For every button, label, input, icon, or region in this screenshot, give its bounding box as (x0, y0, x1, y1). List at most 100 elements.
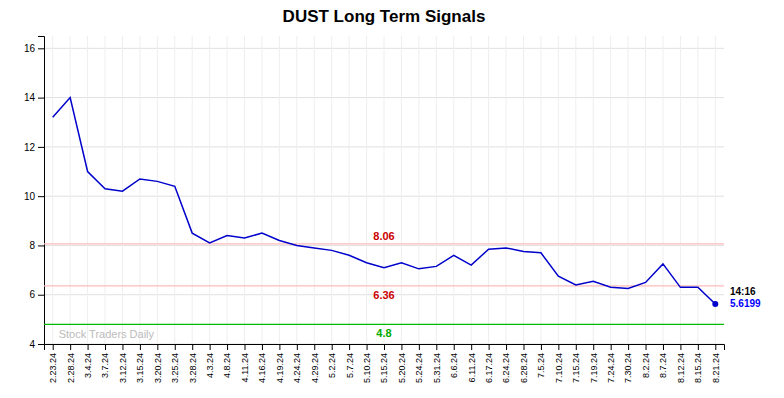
tick-label: 5.7.24 (345, 353, 355, 378)
tick-mark (715, 344, 716, 350)
tick: 3.28.24 (188, 344, 198, 383)
tick: 8.21.24 (711, 344, 721, 383)
tick-mark (38, 48, 44, 49)
line (53, 98, 716, 304)
grid-line (87, 36, 88, 344)
tick-label: 7.24.24 (606, 353, 616, 383)
tick-label: 7.10.24 (554, 353, 564, 383)
axis-line (38, 37, 45, 345)
tick-mark (192, 344, 193, 350)
chart: 468101214162.23.242.28.243.4.243.7.243.1… (0, 0, 784, 398)
tick-mark (53, 344, 54, 350)
tick-label: 6 (29, 289, 35, 300)
tick: 16 (24, 43, 44, 54)
grid-line (697, 36, 698, 344)
tick-label: 6.24.24 (501, 353, 511, 383)
grid-line (418, 36, 419, 344)
tick: 5.7.24 (345, 344, 355, 378)
grid-line (506, 36, 507, 344)
tick-mark (157, 344, 158, 350)
grid-line (279, 36, 280, 344)
reference-line (44, 285, 724, 286)
grid-line (349, 36, 350, 344)
grid-line (401, 36, 402, 344)
tick-label: 4.11.24 (240, 353, 250, 382)
grid-line (227, 36, 228, 344)
grid-line (471, 36, 472, 344)
grid-line (488, 36, 489, 344)
grid-line (314, 36, 315, 344)
tick-label: 3.15.24 (135, 353, 145, 383)
tick-mark (175, 344, 176, 350)
tick: 7.5.24 (536, 344, 546, 378)
tick-label: 12 (24, 142, 36, 153)
tick-label: 5.31.24 (432, 353, 442, 383)
tick: 3.7.24 (100, 344, 110, 378)
grid-line (244, 36, 245, 344)
tick-mark (698, 344, 699, 350)
tick: 7.24.24 (606, 344, 616, 383)
reference-label: 8.06 (373, 230, 394, 242)
tick-label: 8.7.24 (658, 353, 668, 378)
tick-mark (210, 344, 211, 350)
tick: 8.7.24 (658, 344, 668, 378)
tick-label: 4.29.24 (310, 353, 320, 383)
tick: 4 (29, 339, 44, 350)
tick: 2.23.24 (48, 344, 58, 383)
tick: 5.2.24 (327, 344, 337, 378)
tick: 6.6.24 (449, 344, 459, 378)
title: DUST Long Term Signals (283, 7, 486, 26)
tick-label: 7.15.24 (571, 353, 581, 383)
tick-mark (38, 344, 44, 345)
tick: 8 (29, 240, 44, 251)
tick-mark (576, 344, 577, 350)
tick-label: 8.2.24 (641, 353, 651, 378)
grid-line (209, 36, 210, 344)
tick-label: 3.25.24 (170, 353, 180, 383)
tick-mark (262, 344, 263, 350)
plot-area (44, 98, 724, 325)
grid-line (52, 36, 53, 344)
tick-label: 6.28.24 (519, 353, 529, 383)
tick-label: 7.19.24 (589, 353, 599, 383)
tick-label: 3.4.24 (83, 353, 93, 378)
tick-label: 16 (24, 43, 36, 54)
last-point (712, 301, 718, 307)
tick-label: 4.19.24 (275, 353, 285, 383)
tick-label: 3.12.24 (118, 353, 128, 383)
reference-label: 6.36 (373, 289, 394, 301)
tick-label: 3.7.24 (100, 353, 110, 378)
reference-line (44, 243, 724, 244)
tick-mark (332, 344, 333, 350)
tick: 7.19.24 (589, 344, 599, 383)
tick-mark (384, 344, 385, 350)
grid-line (610, 36, 611, 344)
tick-label: 4.24.24 (292, 353, 302, 383)
tick: 4.19.24 (275, 344, 285, 383)
tick: 12 (24, 142, 44, 153)
tick-mark (680, 344, 681, 350)
tick-mark (593, 344, 594, 350)
grid-line (662, 36, 663, 344)
tick: 7.15.24 (571, 344, 581, 383)
grid-line (680, 36, 681, 344)
reference-line (44, 324, 724, 325)
grid-line (105, 36, 106, 344)
tick-mark (140, 344, 141, 350)
tick-label: 6.6.24 (449, 353, 459, 378)
tick: 5.31.24 (432, 344, 442, 383)
tick-mark (663, 344, 664, 350)
tick: 3.15.24 (135, 344, 145, 383)
tick-mark (38, 295, 44, 296)
tick-mark (611, 344, 612, 350)
tick-label: 3.20.24 (153, 353, 163, 383)
grid-line (628, 36, 629, 344)
grid-line (174, 36, 175, 344)
tick-mark (436, 344, 437, 350)
tick: 14 (24, 92, 44, 103)
axis-line (45, 345, 725, 351)
grid-line (157, 36, 158, 344)
tick: 4.8.24 (222, 344, 232, 378)
tick: 4.29.24 (310, 344, 320, 383)
tick-mark (349, 344, 350, 350)
